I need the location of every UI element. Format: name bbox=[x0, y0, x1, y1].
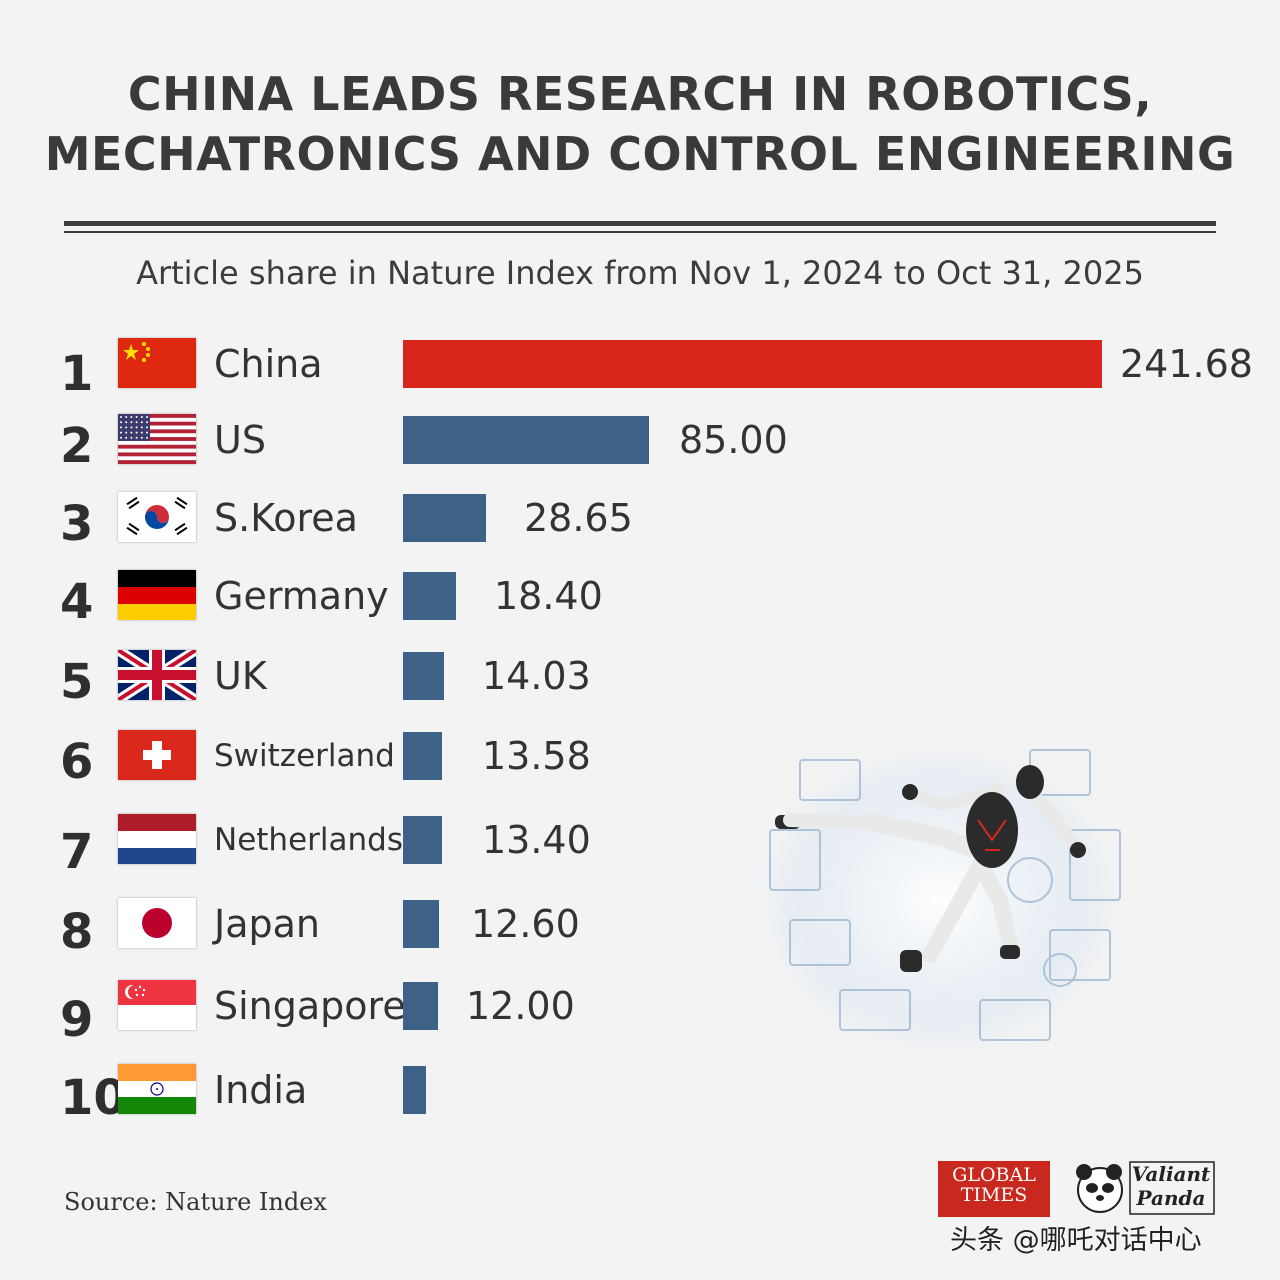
singapore-flag-icon bbox=[118, 980, 196, 1030]
japan-flag-icon bbox=[118, 898, 196, 948]
category-label: UK bbox=[214, 654, 267, 698]
global-times-logo-line1: GLOBAL bbox=[952, 1164, 1036, 1186]
bar bbox=[403, 1066, 426, 1114]
category-label: China bbox=[214, 342, 323, 386]
bar-row-switzerland: 6 Switzerland 13.58 bbox=[0, 726, 1280, 790]
bar-row-china: 1 China 241.68 bbox=[0, 334, 1280, 402]
valiant-panda-line1: Valiant bbox=[1131, 1162, 1211, 1186]
india-flag-icon bbox=[118, 1064, 196, 1114]
value-label: 13.40 bbox=[482, 818, 591, 862]
rank-label: 7 bbox=[60, 824, 94, 880]
category-label: Netherlands bbox=[214, 822, 403, 858]
bar-row-netherlands: 7 Netherlands 13.40 bbox=[0, 810, 1280, 880]
value-label: 85.00 bbox=[679, 418, 788, 462]
category-label: Japan bbox=[214, 902, 320, 946]
value-label: 18.40 bbox=[494, 574, 603, 618]
value-label: 13.58 bbox=[482, 734, 591, 778]
category-label: Switzerland bbox=[214, 738, 395, 774]
category-label: Germany bbox=[214, 574, 389, 618]
rank-label: 8 bbox=[60, 904, 94, 960]
switzerland-flag-icon bbox=[118, 730, 196, 780]
china-flag-icon bbox=[118, 338, 196, 388]
rank-label: 5 bbox=[60, 654, 94, 710]
bar-row-germany: 4 Germany 18.40 bbox=[0, 566, 1280, 630]
rank-label: 3 bbox=[60, 496, 94, 552]
valiant-panda-wordmark: Valiant Panda bbox=[1130, 1162, 1212, 1210]
bar-row-singapore: 9 Singapore 12.00 bbox=[0, 976, 1280, 1048]
chart-title: CHINA LEADS RESEARCH IN ROBOTICS, MECHAT… bbox=[0, 64, 1280, 184]
bar-row-s-korea: 3 S.Korea 28.65 bbox=[0, 488, 1280, 552]
source-note: Source: Nature Index bbox=[64, 1188, 327, 1216]
us-flag-icon bbox=[118, 414, 196, 464]
valiant-panda-line2: Panda bbox=[1136, 1186, 1206, 1210]
bar bbox=[403, 732, 442, 780]
value-label: 12.60 bbox=[471, 902, 580, 946]
valiant-panda-logo bbox=[1076, 1161, 1215, 1215]
chart-subtitle: Article share in Nature Index from Nov 1… bbox=[136, 254, 1144, 292]
rank-label: 4 bbox=[60, 574, 94, 630]
value-label: 241.68 bbox=[1120, 342, 1253, 386]
title-divider-thick bbox=[64, 221, 1216, 226]
bar bbox=[403, 652, 444, 700]
bar bbox=[403, 572, 456, 620]
value-label: 12.00 bbox=[466, 984, 575, 1028]
bar bbox=[403, 816, 442, 864]
value-label: 14.03 bbox=[482, 654, 591, 698]
bar bbox=[403, 982, 438, 1030]
category-label: India bbox=[214, 1068, 308, 1112]
rank-label: 6 bbox=[60, 734, 94, 790]
rank-label: 2 bbox=[60, 418, 94, 474]
chart-title-line2: MECHATRONICS AND CONTROL ENGINEERING bbox=[44, 127, 1236, 181]
watermark: 头条 @哪吒对话中心 bbox=[950, 1225, 1202, 1256]
south-korea-flag-icon bbox=[118, 492, 196, 542]
bar-row-us: 2 US 85.00 bbox=[0, 410, 1280, 474]
value-label: 28.65 bbox=[524, 496, 633, 540]
bar bbox=[403, 494, 486, 542]
bar-row-india: 10 India bbox=[0, 1060, 1280, 1126]
rank-label: 10 bbox=[60, 1070, 127, 1126]
bar-row-japan: 8 Japan 12.60 bbox=[0, 894, 1280, 960]
rank-label: 9 bbox=[60, 992, 94, 1048]
title-divider-thin bbox=[64, 231, 1216, 233]
panda-icon bbox=[1076, 1164, 1123, 1213]
netherlands-flag-icon bbox=[118, 814, 196, 864]
chart-title-line1: CHINA LEADS RESEARCH IN ROBOTICS, bbox=[127, 67, 1153, 121]
category-label: S.Korea bbox=[214, 496, 358, 540]
category-label: Singapore bbox=[214, 984, 406, 1028]
uk-flag-icon bbox=[118, 650, 196, 700]
bar bbox=[403, 416, 649, 464]
global-times-logo-line2: TIMES bbox=[960, 1184, 1028, 1206]
category-label: US bbox=[214, 418, 266, 462]
bar-row-uk: 5 UK 14.03 bbox=[0, 646, 1280, 710]
global-times-logo: GLOBAL TIMES bbox=[938, 1161, 1050, 1217]
robot-kick-illustration bbox=[735, 725, 1145, 1075]
rank-label: 1 bbox=[60, 346, 94, 402]
germany-flag-icon bbox=[118, 570, 196, 620]
bar bbox=[403, 340, 1102, 388]
bar bbox=[403, 900, 439, 948]
